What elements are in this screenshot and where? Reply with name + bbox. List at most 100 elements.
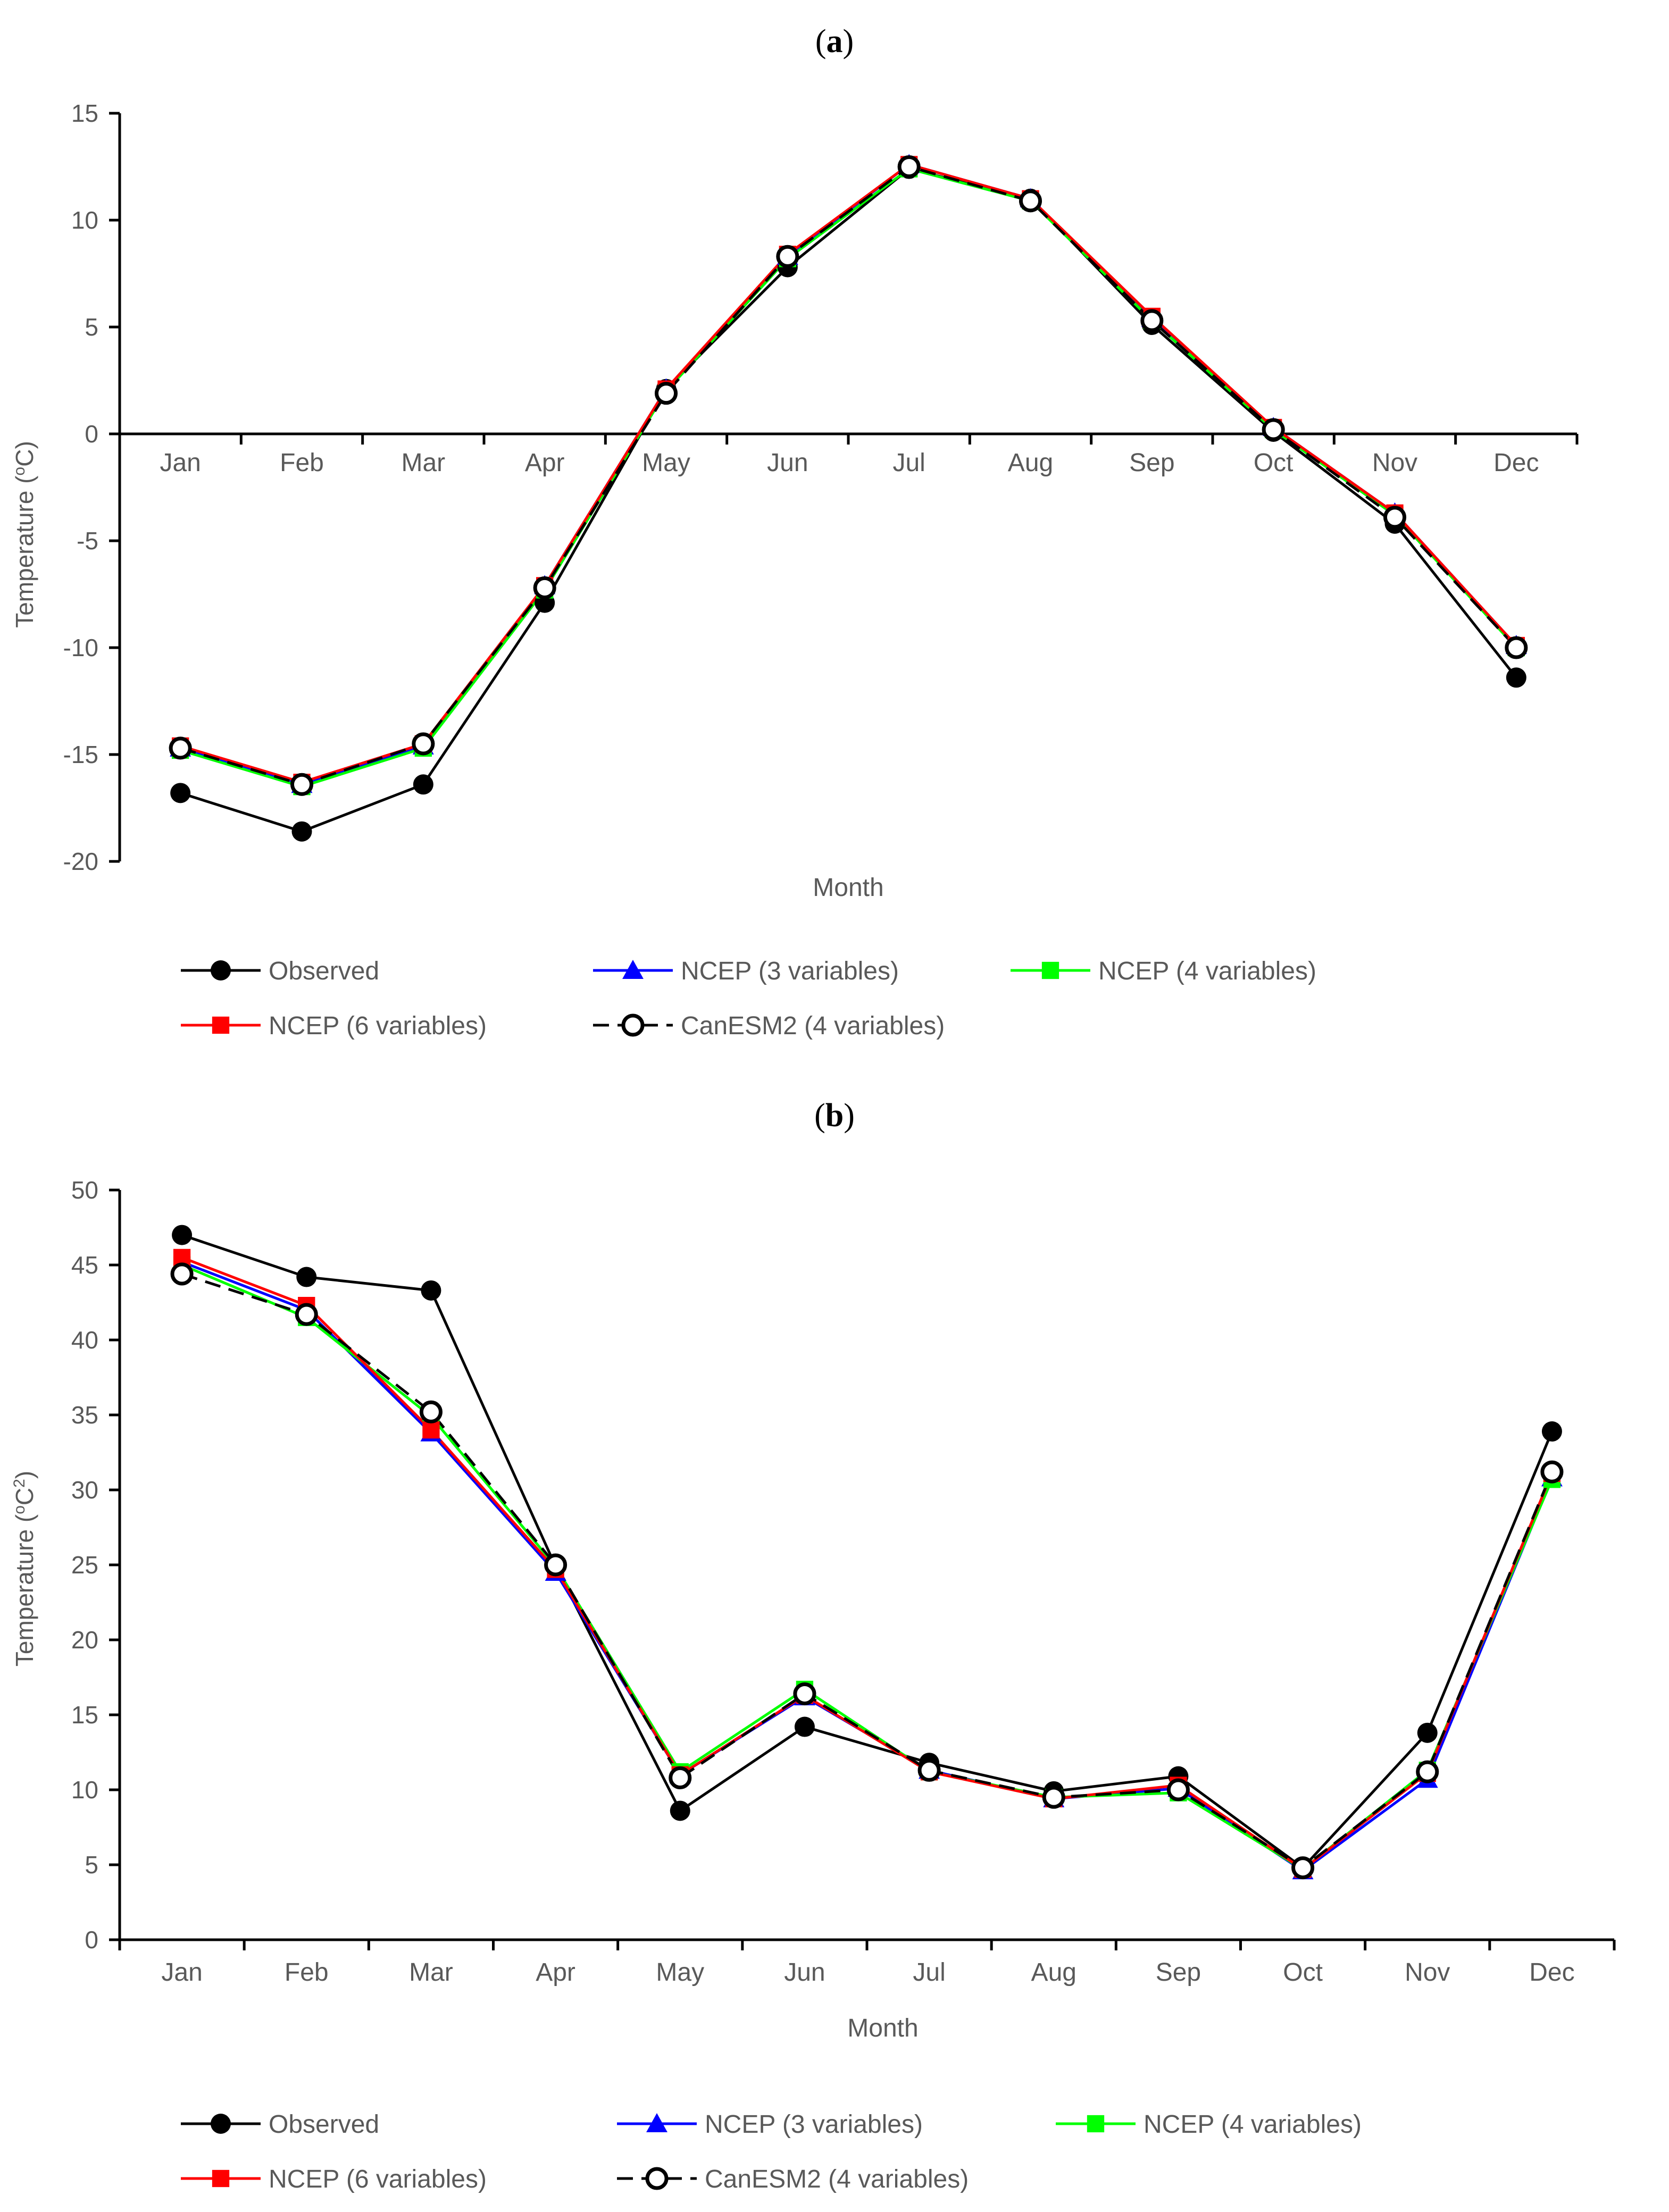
y-axis-label-a: Temperature (oC)	[11, 441, 38, 628]
legend-marker	[212, 1016, 230, 1034]
x-tick-label: Sep	[1129, 449, 1174, 477]
data-point-canesm2-4-variables	[290, 773, 314, 796]
data-point-canesm2-4-variables	[1042, 1786, 1065, 1809]
x-axis-label-a: Month	[813, 874, 883, 902]
x-tick-label: Oct	[1254, 449, 1294, 477]
legend-b: Observed NCEP (3 variables) NCEP (4 variab…	[181, 2110, 1362, 2193]
data-point-observed	[794, 1716, 815, 1737]
x-tick-label: Nov	[1372, 449, 1417, 477]
y-tick-label: 35	[71, 1401, 98, 1429]
data-point-canesm2-4-variables	[1505, 636, 1528, 659]
legend-label: CanESM2 (4 variables)	[705, 2165, 969, 2193]
data-point-canesm2-4-variables	[1416, 1760, 1439, 1783]
y-tick-label: 0	[85, 420, 98, 448]
legend-label: NCEP (6 variables)	[269, 1012, 487, 1040]
legend-marker	[645, 2167, 669, 2190]
x-tick-label: Jul	[913, 1958, 945, 1987]
series-line-canesm2-4-variables	[180, 165, 1517, 786]
y-tick-label: 45	[71, 1251, 98, 1279]
y-tick-label: 5	[85, 313, 98, 341]
x-tick-label: Jul	[892, 449, 925, 477]
data-point-canesm2-4-variables	[170, 1262, 194, 1286]
x-tick-label: Jun	[784, 1958, 825, 1987]
data-point-canesm2-4-variables	[533, 576, 556, 599]
x-tick-label: Sep	[1156, 1958, 1201, 1987]
legend-marker	[622, 960, 644, 979]
x-tick-label: Apr	[536, 1958, 575, 1987]
x-tick-label: Jan	[160, 449, 201, 477]
data-point-observed	[1417, 1722, 1438, 1743]
data-point-observed	[670, 1800, 690, 1821]
x-tick-label: Dec	[1493, 449, 1539, 477]
data-point-observed	[291, 821, 312, 842]
legend-a: Observed NCEP (3 variables) NCEP (4 variab…	[181, 957, 1316, 1040]
data-point-canesm2-4-variables	[412, 732, 435, 756]
data-point-canesm2-4-variables	[776, 245, 799, 268]
legend-marker	[211, 960, 231, 981]
data-point-observed	[296, 1267, 317, 1287]
x-tick-label: Oct	[1283, 1958, 1323, 1987]
x-tick-label: May	[656, 1958, 704, 1987]
data-point-canesm2-4-variables	[1019, 189, 1042, 213]
plot-area-a: 15 10 5 0 -5 -10 -15 -20 Jan Feb Mar Apr May Jun Jul Au…	[63, 99, 1579, 875]
x-tick-label: Aug	[1031, 1958, 1076, 1987]
y-axis-label-b: Temperature (oC2)	[11, 1471, 38, 1666]
legend-label: NCEP (4 variables)	[1098, 957, 1316, 985]
x-axis-label-b: Month	[847, 2014, 918, 2042]
y-tick-label: 20	[71, 1626, 98, 1654]
data-point-canesm2-4-variables	[169, 736, 192, 760]
x-tick-label: Nov	[1405, 1958, 1450, 1987]
data-point-canesm2-4-variables	[544, 1553, 568, 1577]
data-point-observed	[170, 783, 191, 803]
x-tick-label: Jun	[767, 449, 808, 477]
legend-marker	[621, 1013, 645, 1037]
legend-marker	[211, 2114, 231, 2134]
y-tick-label: -20	[63, 848, 98, 875]
panel-label-b: (b)	[814, 1097, 855, 1134]
y-tick-label: 15	[71, 1701, 98, 1729]
y-tick-label: 10	[71, 206, 98, 234]
x-tick-label: Mar	[409, 1958, 453, 1987]
legend-label: NCEP (3 variables)	[705, 2110, 923, 2139]
y-tick-label: 0	[85, 1926, 98, 1954]
data-point-canesm2-4-variables	[1291, 1856, 1315, 1880]
data-point-ncep-6-variables	[422, 1421, 440, 1439]
legend-label: NCEP (3 variables)	[681, 957, 899, 985]
legend-label: Observed	[269, 2110, 379, 2139]
y-tick-label: 15	[71, 99, 98, 127]
x-tick-label: Feb	[280, 449, 324, 477]
data-point-observed	[1506, 667, 1526, 688]
x-tick-label: Mar	[401, 449, 445, 477]
legend-label: NCEP (6 variables)	[269, 2165, 487, 2193]
data-point-canesm2-4-variables	[419, 1400, 443, 1423]
x-tick-label: Dec	[1529, 1958, 1574, 1987]
x-tick-label: Jan	[161, 1958, 202, 1987]
y-tick-label: 50	[71, 1176, 98, 1204]
x-tick-label: Feb	[285, 1958, 329, 1987]
data-point-canesm2-4-variables	[897, 155, 921, 179]
data-point-canesm2-4-variables	[917, 1758, 941, 1782]
y-tick-label: -5	[77, 527, 98, 555]
legend-marker	[1087, 2115, 1105, 2133]
series-line-canesm2-4-variables	[181, 1272, 1554, 1870]
legend-label: CanESM2 (4 variables)	[681, 1012, 945, 1040]
y-tick-label: -15	[63, 741, 98, 768]
series-line-observed	[181, 1234, 1554, 1870]
data-point-canesm2-4-variables	[669, 1766, 692, 1789]
data-point-observed	[172, 1225, 193, 1245]
data-point-observed	[1541, 1421, 1562, 1442]
data-point-canesm2-4-variables	[1262, 418, 1285, 441]
legend-label: NCEP (4 variables)	[1144, 2110, 1362, 2139]
x-tick-label: Aug	[1008, 449, 1053, 477]
data-point-canesm2-4-variables	[295, 1303, 318, 1326]
y-tick-label: 5	[85, 1851, 98, 1879]
x-tick-label: Apr	[525, 449, 565, 477]
data-point-observed	[421, 1280, 441, 1301]
y-tick-label: -10	[63, 634, 98, 661]
data-point-observed	[413, 774, 433, 795]
series-line-observed	[180, 167, 1517, 833]
data-point-canesm2-4-variables	[1540, 1460, 1564, 1484]
chart-a: (a) 15 10 5 0 -5 -10 -15 -20 Jan Feb Mar Apr May Jun J…	[11, 23, 1579, 1040]
